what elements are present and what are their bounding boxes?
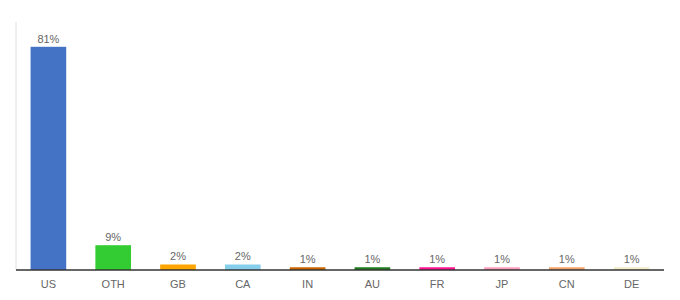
data-label: 1%	[300, 253, 316, 265]
y-range-line	[16, 22, 17, 270]
x-axis-line	[16, 269, 664, 271]
data-label: 9%	[105, 231, 121, 243]
chart-container: 81% 9% 2% 2% 1% 1% 1% 1% 1% 1% US OTH GB CA IN AU FR JP CN…	[0, 0, 680, 300]
x-tick-label: DE	[624, 278, 639, 290]
x-tick-label: GB	[170, 278, 186, 290]
data-label: 1%	[494, 253, 510, 265]
data-labels: 81% 9% 2% 2% 1% 1% 1% 1% 1% 1%	[37, 33, 639, 265]
x-tick-label: OTH	[102, 278, 125, 290]
data-label: 1%	[364, 253, 380, 265]
data-label: 1%	[429, 253, 445, 265]
data-label: 1%	[624, 253, 640, 265]
x-tick-label: CA	[235, 278, 251, 290]
data-label: 2%	[170, 250, 186, 262]
x-tick-label: FR	[430, 278, 445, 290]
bar	[225, 264, 261, 270]
bars	[31, 47, 650, 270]
chart: 81% 9% 2% 2% 1% 1% 1% 1% 1% 1% US OTH GB CA IN AU FR JP CN…	[0, 0, 680, 300]
bar	[31, 47, 67, 270]
data-label: 2%	[235, 250, 251, 262]
x-tick-label: JP	[496, 278, 509, 290]
x-tick-label: AU	[365, 278, 380, 290]
x-ticks: US OTH GB CA IN AU FR JP CN DE	[41, 278, 639, 290]
x-tick-label: CN	[559, 278, 575, 290]
x-tick-label: US	[41, 278, 56, 290]
data-label: 81%	[37, 33, 59, 45]
data-label: 1%	[559, 253, 575, 265]
x-tick-label: IN	[302, 278, 313, 290]
bar	[160, 264, 196, 270]
bar	[95, 245, 131, 270]
